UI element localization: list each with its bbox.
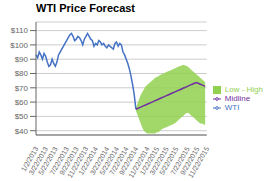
svg-text:$110: $110 — [11, 26, 29, 35]
svg-text:$100: $100 — [10, 41, 28, 50]
svg-text:$50: $50 — [15, 112, 29, 121]
svg-text:1/2/2013: 1/2/2013 — [19, 145, 40, 173]
svg-text:3/22/2014: 3/22/2014 — [88, 145, 111, 176]
svg-text:11/22/2013: 11/22/2013 — [66, 145, 90, 179]
svg-text:5/22/2015: 5/22/2015 — [158, 145, 180, 176]
html-text:Low - High: Low - High — [224, 85, 263, 94]
svg-text:9/22/2013: 9/22/2013 — [58, 145, 80, 176]
svg-text:$80: $80 — [15, 69, 29, 78]
svg-text:11/22/2015: 11/22/2015 — [187, 145, 210, 178]
svg-text:$60: $60 — [15, 98, 29, 107]
svg-text:9/22/2015: 9/22/2015 — [178, 145, 201, 176]
svg-text:$70: $70 — [15, 84, 29, 93]
svg-text:7/22/2013: 7/22/2013 — [48, 145, 71, 176]
html-text:Midline: Midline — [224, 94, 251, 103]
html-text:WTI: WTI — [224, 103, 240, 112]
svg-text:5/22/2013: 5/22/2013 — [37, 145, 59, 176]
svg-text:11/22/2014: 11/22/2014 — [127, 145, 151, 179]
svg-text:1/22/2014: 1/22/2014 — [77, 145, 100, 176]
svg-text:7/22/2015: 7/22/2015 — [169, 145, 191, 176]
svg-text:3/22/2015: 3/22/2015 — [148, 145, 170, 176]
svg-text:3/22/2013: 3/22/2013 — [27, 145, 50, 176]
svg-text:1/22/2015: 1/22/2015 — [138, 145, 161, 176]
svg-text:$40: $40 — [15, 127, 29, 136]
html-text:WTI Price Forecast: WTI Price Forecast — [36, 2, 135, 14]
svg-text:9/22/2014: 9/22/2014 — [117, 145, 140, 176]
svg-text:7/22/2014: 7/22/2014 — [108, 145, 130, 176]
svg-text:$90: $90 — [15, 55, 29, 64]
svg-text:5/22/2014: 5/22/2014 — [98, 145, 120, 176]
